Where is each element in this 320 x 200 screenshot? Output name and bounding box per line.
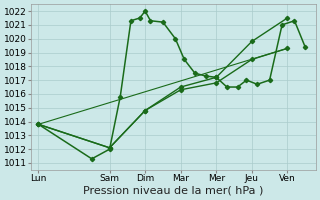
X-axis label: Pression niveau de la mer( hPa ): Pression niveau de la mer( hPa ) [84, 186, 264, 196]
